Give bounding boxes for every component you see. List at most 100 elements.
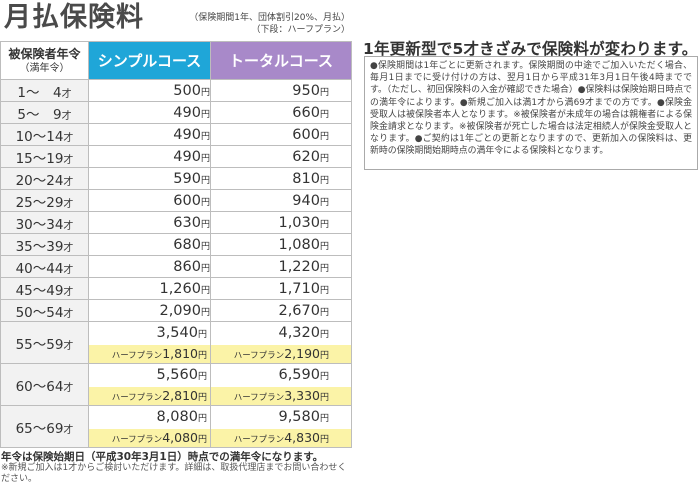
simple-price-cell: 590円 <box>88 167 211 190</box>
yen-unit: 円 <box>200 307 210 318</box>
simple-half-plan-price: ハーフプラン2,810円 <box>89 387 210 405</box>
price-value: 680 <box>173 236 201 253</box>
price-value: 810 <box>292 170 320 187</box>
age-range: 50〜54 <box>15 304 64 321</box>
price-value: 5,560 <box>156 367 198 383</box>
age-cell: 25〜29才 <box>0 189 89 212</box>
total-full-plan-price: 4,320円 <box>211 322 351 345</box>
table-row: 35〜39才 680円 1,080円 <box>0 233 352 256</box>
table-row: 55〜59才 3,540円 ハーフプラン1,810円 4,320円 ハーフプラン2,19… <box>0 321 352 364</box>
age-range: 15〜19 <box>15 150 64 167</box>
age-unit: 才 <box>63 424 74 436</box>
price-value: 1,810 <box>162 346 198 361</box>
price-value: 1,080 <box>278 236 320 253</box>
total-price-cell: 600円 <box>210 123 352 146</box>
yen-unit: 円 <box>200 131 210 142</box>
yen-unit: 円 <box>319 285 329 296</box>
price-value: 3,540 <box>156 325 198 341</box>
table-row: 5〜 9才 490円 660円 <box>0 101 352 124</box>
price-value: 490 <box>173 104 201 121</box>
simple-full-plan-price: 3,540円 <box>89 322 210 345</box>
yen-unit: 円 <box>200 87 210 98</box>
total-price-cell: 1,710円 <box>210 277 352 300</box>
simple-price-cell: 1,260円 <box>88 277 211 300</box>
age-unit: 才 <box>63 242 74 254</box>
simple-price-cell: 500円 <box>88 79 211 102</box>
price-value: 600 <box>292 126 320 143</box>
price-value: 1,260 <box>159 280 201 297</box>
simple-price-cell: 490円 <box>88 145 211 168</box>
yen-unit: 円 <box>319 393 329 403</box>
table-header-row: 被保険者年令 （満年令） シンプルコース トータルコース <box>0 41 352 80</box>
table-row: 40〜44才 860円 1,220円 <box>0 255 352 278</box>
simple-price-cell: 490円 <box>88 101 211 124</box>
age-range: 65〜69 <box>15 420 64 437</box>
total-price-cell: 2,670円 <box>210 299 352 322</box>
simple-price-cell: 2,090円 <box>88 299 211 322</box>
yen-unit: 円 <box>319 241 329 252</box>
table-row: 1〜 4才 500円 950円 <box>0 79 352 102</box>
table-row: 65〜69才 8,080円 ハーフプラン4,080円 9,580円 ハーフプラン4,83… <box>0 405 352 448</box>
age-unit: 才 <box>63 286 74 298</box>
title-note-line1: （保険期間1年、団体割引20%、月払） <box>189 13 350 23</box>
total-price-cell: 1,030円 <box>210 211 352 234</box>
total-half-plan-price: ハーフプラン3,330円 <box>211 387 351 405</box>
header-total-course: トータルコース <box>210 41 352 80</box>
yen-unit: 円 <box>200 153 210 164</box>
age-range: 10〜14 <box>15 128 64 145</box>
total-price-cell: 620円 <box>210 145 352 168</box>
age-cell: 40〜44才 <box>0 255 89 278</box>
table-row: 25〜29才 600円 940円 <box>0 189 352 212</box>
page-title: 月払保険料 <box>4 2 144 33</box>
age-range: 1〜 4 <box>17 84 62 101</box>
age-unit: 才 <box>63 308 74 320</box>
half-plan-label: ハーフプラン <box>233 393 285 403</box>
total-price-cell: 6,590 円 ハーフプラン3,330円 <box>210 363 352 406</box>
simple-price-cell: 5,560円 ハーフプラン2,810円 <box>88 363 211 406</box>
yen-unit: 円 <box>319 153 329 164</box>
yen-unit: 円 <box>200 263 210 274</box>
simple-half-plan-price: ハーフプラン4,080円 <box>89 429 210 447</box>
yen-unit: 円 <box>197 435 207 445</box>
half-plan-label: ハーフプラン <box>233 435 285 445</box>
price-value: 590 <box>173 170 201 187</box>
price-value: 620 <box>292 148 320 165</box>
age-cell: 10〜14才 <box>0 123 89 146</box>
simple-full-plan-price: 8,080円 <box>89 406 210 429</box>
price-value: 4,320 <box>278 325 320 341</box>
price-value: 6,590 <box>278 367 320 383</box>
yen-unit: 円 <box>319 219 329 230</box>
age-cell: 45〜49才 <box>0 277 89 300</box>
premium-table: 被保険者年令 （満年令） シンプルコース トータルコース 1〜 4才 500円 95… <box>0 41 352 448</box>
price-value: 8,080 <box>156 409 198 425</box>
simple-price-cell: 8,080円 ハーフプラン4,080円 <box>88 405 211 448</box>
age-unit: 才 <box>63 198 74 210</box>
total-price-cell: 950円 <box>210 79 352 102</box>
yen-unit: 円 <box>197 330 207 340</box>
total-half-plan-price: ハーフプラン4,830円 <box>211 429 351 447</box>
table-row: 20〜24才 590円 810円 <box>0 167 352 190</box>
total-price-cell: 660円 <box>210 101 352 124</box>
yen-unit: 円 <box>200 285 210 296</box>
age-unit: 才 <box>63 382 74 394</box>
price-value: 4,080 <box>162 430 198 445</box>
age-unit: 才 <box>61 110 72 122</box>
renewal-heading: 1年更新型で5才きざみで保険料が変わります。 <box>363 40 698 58</box>
yen-unit: 円 <box>200 219 210 230</box>
new-enrollment-note: ※新規ご加入は1才からご検討いただけます。詳細は、取扱代理店までお問い合わせくだ… <box>1 463 347 484</box>
simple-price-cell: 600円 <box>88 189 211 212</box>
half-plan-label: ハーフプラン <box>111 435 163 445</box>
age-cell: 35〜39才 <box>0 233 89 256</box>
price-value: 630 <box>173 214 201 231</box>
age-unit: 才 <box>63 264 74 276</box>
age-cell: 55〜59才 <box>0 321 89 364</box>
yen-unit: 円 <box>200 241 210 252</box>
table-row: 60〜64才 5,560円 ハーフプラン2,810円 6,590円 ハーフプラン3,33… <box>0 363 352 406</box>
price-value: 1,710 <box>278 280 320 297</box>
price-value: 3,330 <box>284 388 320 403</box>
yen-unit: 円 <box>197 351 207 361</box>
header-age-sublabel: （満年令） <box>19 62 70 74</box>
age-cell: 1〜 4才 <box>0 79 89 102</box>
age-cell: 20〜24才 <box>0 167 89 190</box>
title-note: （保険期間1年、団体割引20%、月払） （下段：ハーフプラン） <box>178 12 350 36</box>
